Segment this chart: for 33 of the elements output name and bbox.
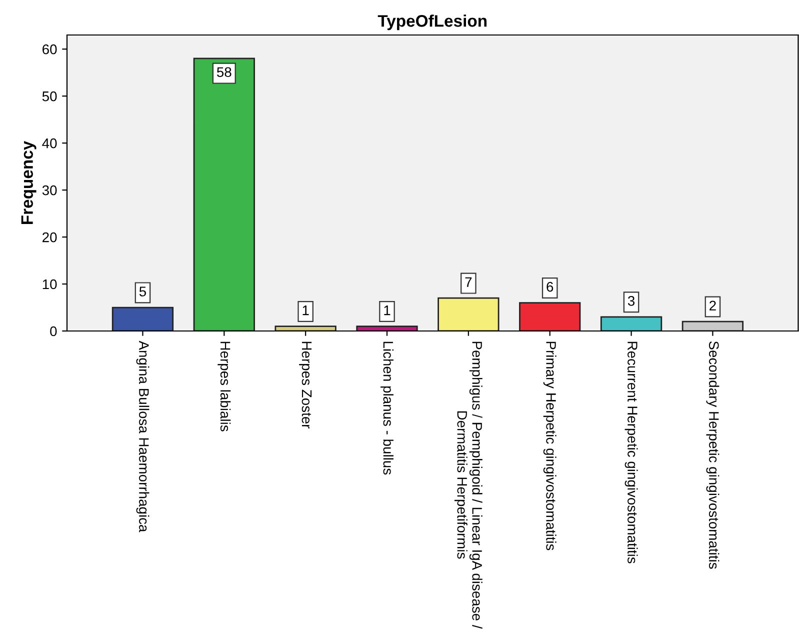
data-label: 5 (139, 286, 146, 296)
x-tick-label: Herpes labialis (218, 342, 231, 432)
x-tick-label: Primary Herpetic gingivostomatitis (543, 342, 556, 550)
x-tick-label: Herpes Zoster (299, 342, 312, 428)
x-tick-label: Lichen planus - bullus (380, 342, 394, 475)
x-tick-label: Secondary Herpetic gingivostomatitis (706, 341, 720, 569)
data-label: 7 (465, 277, 472, 287)
y-tick-label: 10 (42, 279, 57, 290)
y-tick-label: 40 (42, 138, 57, 148)
data-label: 3 (628, 296, 635, 306)
y-tick-label: 20 (42, 232, 57, 242)
bar (274, 326, 336, 331)
y-tick-label: 0 (50, 326, 57, 336)
bar (356, 326, 418, 331)
bar (600, 316, 662, 331)
y-tick-label: 30 (42, 185, 57, 196)
bar (519, 302, 581, 331)
data-label: 1 (302, 306, 309, 316)
bar (682, 320, 744, 331)
data-label: 1 (384, 306, 390, 316)
data-label: 58 (216, 67, 232, 78)
y-tick-label: 50 (42, 91, 57, 102)
x-tick-label: Recurrent Herpetic gingivostomatitis (624, 342, 638, 564)
y-tick-label: 60 (42, 44, 57, 54)
x-tick-label: Pemphigus / Pemphigoid / Linear IgA disease / Dermatitis Herpetiformis (454, 342, 482, 629)
data-label: 6 (546, 282, 554, 292)
bar (112, 306, 174, 331)
bar (193, 58, 255, 331)
chart-title: TypeOfLesion (378, 14, 487, 30)
y-axis-title: Frequency (21, 140, 36, 224)
x-tick-label: Angina Bullosa Haemorrhagica (136, 340, 150, 532)
bar (438, 297, 500, 331)
data-label: 2 (710, 300, 716, 310)
